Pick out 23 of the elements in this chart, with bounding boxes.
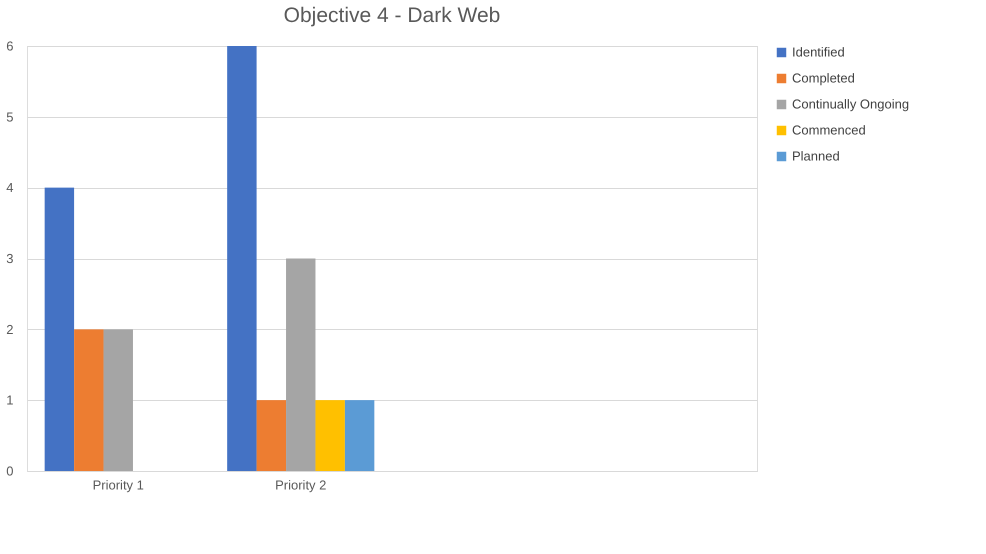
bar — [104, 329, 133, 471]
bar — [74, 329, 104, 471]
bar — [44, 188, 74, 471]
y-tick-label: 0 — [6, 464, 14, 478]
y-tick-label: 2 — [6, 322, 14, 337]
chart-title: Objective 4 - Dark Web — [284, 4, 500, 27]
legend-label: Identified — [792, 44, 845, 60]
x-tick-label: Priority 1 — [92, 478, 144, 492]
bar — [286, 258, 316, 471]
y-tick-label: 6 — [6, 38, 14, 54]
legend-label: Completed — [792, 70, 855, 86]
x-tick-label: Priority 2 — [275, 478, 326, 492]
y-tick-label: 4 — [6, 180, 14, 196]
y-tick-label: 5 — [6, 109, 14, 124]
y-tick-label: 1 — [6, 392, 14, 408]
bar — [344, 400, 374, 471]
bar — [227, 46, 257, 471]
bar — [256, 400, 286, 471]
legend-label: Planned — [792, 148, 840, 164]
legend-label: Commenced — [792, 122, 866, 138]
legend-label: Continually Ongoing — [792, 96, 910, 112]
bar — [315, 400, 345, 471]
y-tick-label: 3 — [6, 251, 14, 266]
